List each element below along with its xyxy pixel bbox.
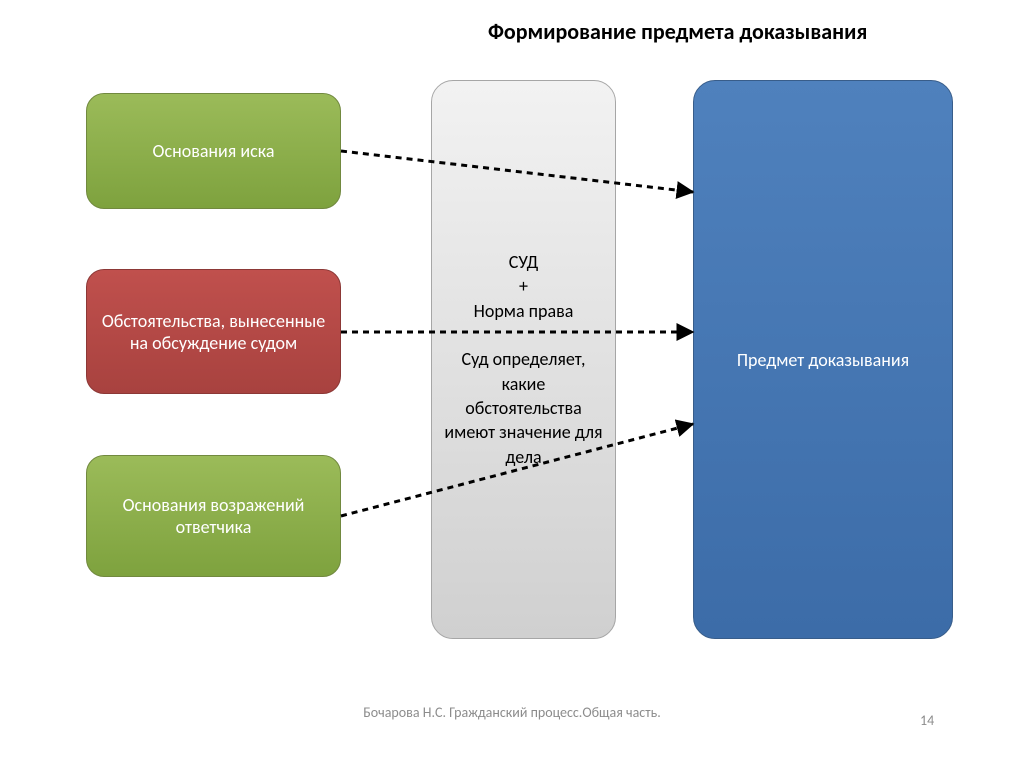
box-grounds-of-objection: Основания возражений ответчика [86,455,341,577]
box-label: Основания возражений ответчика [99,494,328,538]
box-label: Обстоятельства, вынесенные на обсуждение… [99,310,328,354]
box-subject-of-proof: Предмет доказывания [693,80,953,639]
footer-author: Бочарова Н.С. Гражданский процесс.Общая … [0,704,1024,721]
box-label: Предмет доказывания [737,349,909,371]
slide-stage: Формирование предмета доказывания Основа… [0,0,1024,767]
box-grounds-of-claim: Основания иска [86,93,341,209]
slide-title: Формирование предмета доказывания [488,18,867,45]
box-label: Основания иска [153,140,275,162]
page-number: 14 [920,712,934,729]
box-circumstances-by-court: Обстоятельства, вынесенные на обсуждение… [86,269,341,394]
box-label: СУД+Норма права Суд определяет, какие об… [444,250,603,469]
box-court-norm: СУД+Норма права Суд определяет, какие об… [431,80,616,639]
